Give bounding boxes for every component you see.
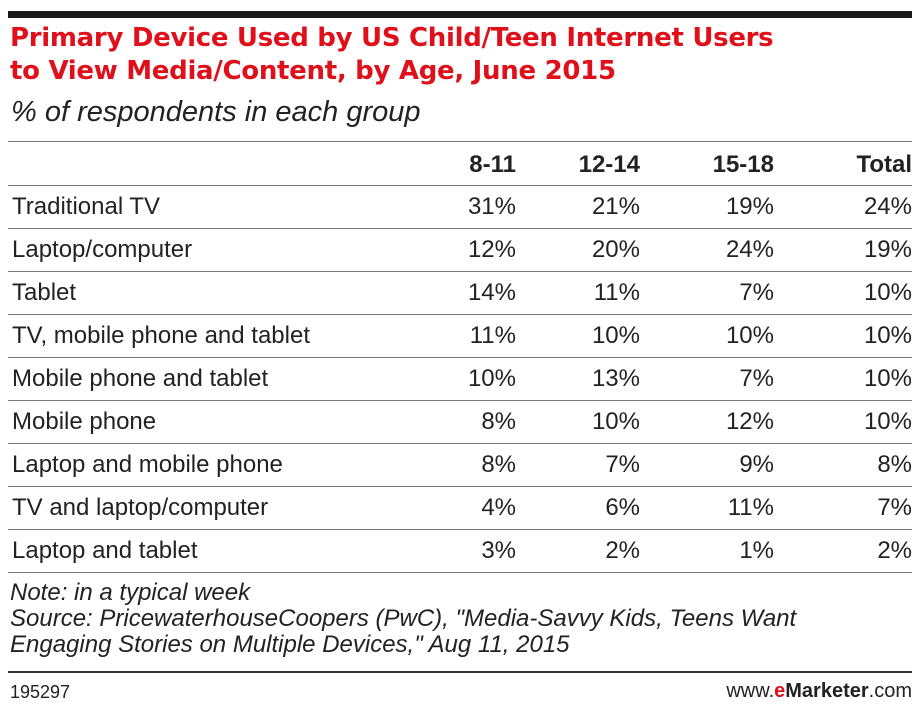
table-row: Laptop and mobile phone 8% 7% 9% 8%	[8, 443, 912, 487]
table-cell: 1%	[739, 537, 774, 564]
table-cell: 8%	[481, 408, 516, 435]
table-cell: 8%	[877, 451, 912, 478]
table-cell: 14%	[467, 279, 516, 306]
chart-subtitle: % of respondents in each group	[11, 96, 421, 128]
table-body: Traditional TV 31% 21% 19% 24% Laptop/compute…	[8, 185, 912, 573]
table-cell: 7%	[739, 365, 774, 392]
row-label: Mobile phone	[12, 408, 157, 435]
column-header: 8-11	[469, 150, 516, 178]
table-cell: 4%	[481, 494, 516, 521]
table-cell: 6%	[605, 494, 640, 521]
row-label: Laptop/computer	[12, 236, 193, 263]
source-text-line-1: Source: PricewaterhouseCoopers (PwC), "M…	[10, 605, 797, 632]
table-cell: 10%	[725, 322, 774, 349]
row-label: TV, mobile phone and tablet	[12, 322, 310, 349]
footer-rule	[8, 671, 912, 673]
table-cell: 10%	[863, 365, 912, 392]
table-cell: 12%	[467, 236, 516, 263]
table-cell: 11%	[593, 279, 640, 306]
table-row: Tablet 14% 11% 7% 10%	[8, 271, 912, 315]
table-cell: 10%	[863, 279, 912, 306]
table-cell: 9%	[739, 451, 774, 478]
table-row: Laptop and tablet 3% 2% 1% 2%	[8, 529, 912, 573]
brand-name: Marketer	[785, 680, 869, 702]
row-label: Traditional TV	[12, 193, 161, 220]
table-cell: 24%	[725, 236, 774, 263]
table-cell: 11%	[469, 322, 516, 349]
data-table: 8-11 12-14 15-18 Total Traditional TV 31%…	[8, 141, 912, 573]
table-cell: 8%	[481, 451, 516, 478]
table-cell: 2%	[877, 537, 912, 564]
row-label: Tablet	[12, 279, 77, 306]
brand-logo: www.eMarketer.com	[726, 680, 912, 703]
table-cell: 10%	[467, 365, 516, 392]
table-cell: 19%	[863, 236, 912, 263]
chart-title: Primary Device Used by US Child/Teen Int…	[10, 23, 774, 86]
chart-id: 195297	[10, 682, 71, 702]
table-cell: 13%	[591, 365, 640, 392]
table-cell: 20%	[591, 236, 640, 263]
table-cell: 10%	[591, 408, 640, 435]
brand-prefix: www.	[726, 680, 775, 702]
table-cell: 7%	[877, 494, 912, 521]
table-cell: 11%	[727, 494, 774, 521]
table-row: TV, mobile phone and tablet 11% 10% 10% 10%	[8, 314, 912, 358]
table-cell: 31%	[467, 193, 516, 220]
table-cell: 2%	[605, 537, 640, 564]
table-cell: 7%	[605, 451, 640, 478]
header-blank	[8, 142, 408, 186]
table-row: Mobile phone 8% 10% 12% 10%	[8, 400, 912, 444]
column-header: 12-14	[578, 150, 640, 178]
note-text: Note: in a typical week	[10, 579, 251, 606]
table-row: Laptop/computer 12% 20% 24% 19%	[8, 228, 912, 272]
column-header: Total	[856, 150, 912, 178]
row-label: Laptop and tablet	[12, 537, 198, 564]
table-cell: 10%	[863, 322, 912, 349]
table-cell: 7%	[739, 279, 774, 306]
table-cell: 12%	[725, 408, 774, 435]
table-cell: 19%	[725, 193, 774, 220]
brand-suffix: .com	[868, 680, 912, 702]
header-row: 8-11 12-14 15-18 Total	[8, 141, 912, 186]
table-cell: 3%	[481, 537, 516, 564]
table-cell: 10%	[863, 408, 912, 435]
top-rule	[8, 11, 912, 18]
table-row: Mobile phone and tablet 10% 13% 7% 10%	[8, 357, 912, 401]
row-label: TV and laptop/computer	[12, 494, 269, 521]
notes-block: Note: in a typical week Source: Pricewat…	[10, 580, 796, 658]
column-header: 15-18	[712, 150, 774, 178]
table-row: TV and laptop/computer 4% 6% 11% 7%	[8, 486, 912, 530]
source-text-line-2: Engaging Stories on Multiple Devices," A…	[10, 631, 570, 658]
table-cell: 10%	[591, 322, 640, 349]
table-cell: 24%	[863, 193, 912, 220]
row-label: Laptop and mobile phone	[12, 451, 283, 478]
brand-accent: e	[774, 680, 786, 702]
table-row: Traditional TV 31% 21% 19% 24%	[8, 185, 912, 229]
row-label: Mobile phone and tablet	[12, 365, 269, 392]
table-cell: 21%	[591, 193, 640, 220]
